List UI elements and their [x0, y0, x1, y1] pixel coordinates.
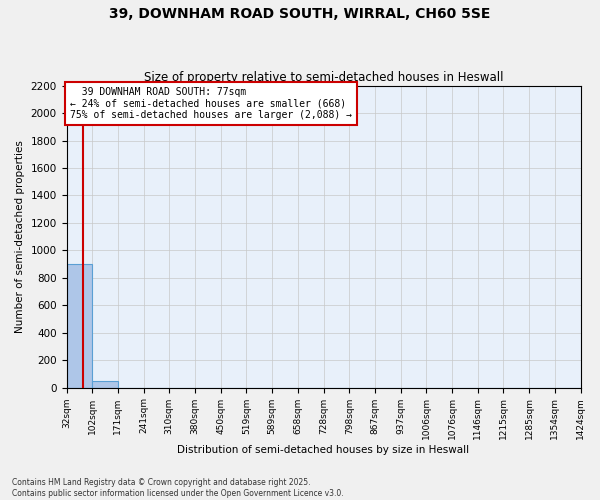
Y-axis label: Number of semi-detached properties: Number of semi-detached properties	[15, 140, 25, 333]
Bar	[92, 380, 118, 388]
Text: 39 DOWNHAM ROAD SOUTH: 77sqm
← 24% of semi-detached houses are smaller (668)
75%: 39 DOWNHAM ROAD SOUTH: 77sqm ← 24% of se…	[70, 87, 352, 120]
X-axis label: Distribution of semi-detached houses by size in Heswall: Distribution of semi-detached houses by …	[178, 445, 470, 455]
Bar	[67, 264, 92, 388]
Title: Size of property relative to semi-detached houses in Heswall: Size of property relative to semi-detach…	[144, 72, 503, 85]
Text: Contains HM Land Registry data © Crown copyright and database right 2025.
Contai: Contains HM Land Registry data © Crown c…	[12, 478, 344, 498]
Text: 39, DOWNHAM ROAD SOUTH, WIRRAL, CH60 5SE: 39, DOWNHAM ROAD SOUTH, WIRRAL, CH60 5SE	[109, 8, 491, 22]
